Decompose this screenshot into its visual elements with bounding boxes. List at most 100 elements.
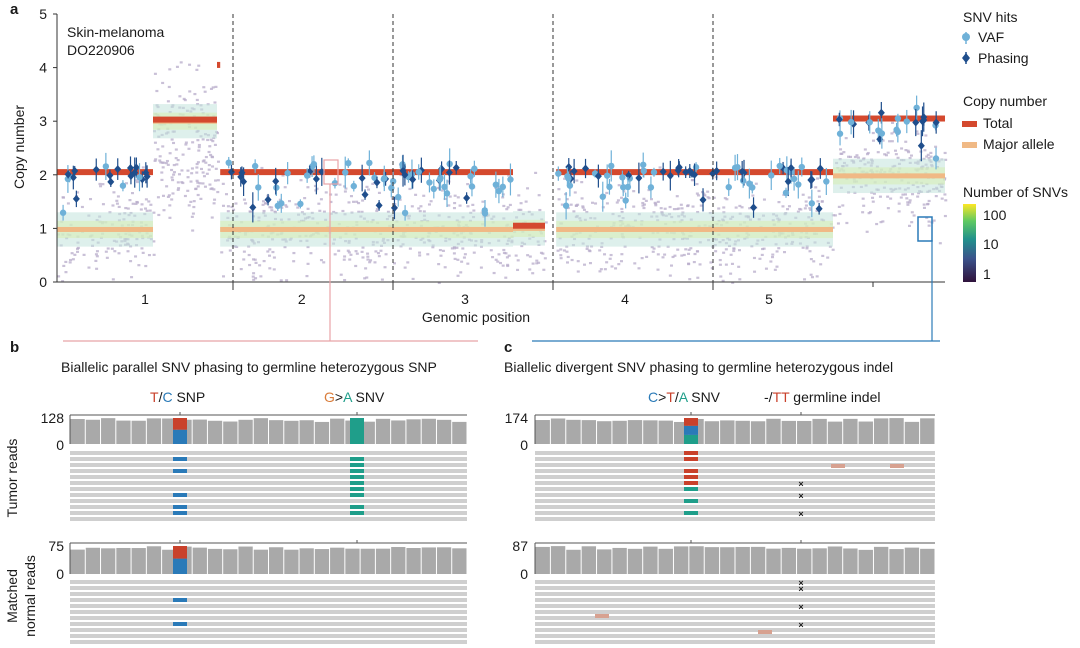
scatter-point — [884, 154, 888, 157]
scatter-point — [534, 171, 538, 175]
coverage-allele — [173, 558, 187, 574]
coverage-bar — [535, 546, 550, 574]
scatter-point — [365, 185, 369, 188]
vaf-marker — [471, 165, 478, 172]
scatter-point — [893, 149, 897, 152]
scatter-point — [137, 264, 141, 267]
scatter-point — [207, 163, 211, 167]
read-base — [173, 493, 187, 497]
read-line — [535, 616, 935, 620]
legend-phasing-label: Phasing — [978, 50, 1029, 66]
scatter-point — [943, 151, 947, 155]
major-allele-segment — [220, 226, 513, 232]
scatter-point — [204, 155, 208, 159]
read-base — [350, 463, 364, 467]
scatter-point — [912, 214, 916, 217]
coverage-bar — [146, 418, 162, 444]
scatter-point — [216, 160, 220, 163]
coverage-bar — [920, 548, 935, 574]
vaf-marker — [136, 173, 143, 181]
phasing-marker — [666, 171, 674, 180]
scatter-point — [377, 191, 381, 194]
scatter-point — [101, 183, 105, 186]
scatter-point — [724, 248, 728, 251]
scatter-point — [205, 172, 209, 175]
scatter-point — [197, 149, 201, 152]
phasing-marker — [64, 170, 72, 179]
read-base — [684, 451, 698, 455]
scatter-point — [590, 201, 594, 204]
scatter-point — [212, 202, 216, 205]
read-line — [535, 640, 935, 644]
read-line — [70, 469, 467, 473]
scatter-point — [690, 178, 694, 182]
scatter-point — [809, 208, 813, 211]
scatter-point — [661, 256, 665, 259]
scatter-point — [206, 138, 210, 142]
scatter-point — [573, 191, 577, 194]
read-base — [173, 622, 187, 626]
scatter-point — [156, 148, 160, 151]
scatter-point — [943, 193, 947, 196]
scatter-point — [900, 147, 904, 150]
scatter-point — [504, 276, 508, 279]
scatter-point — [148, 209, 152, 212]
scatter-point — [849, 155, 853, 159]
coverage-allele — [173, 429, 187, 444]
scatter-point — [347, 251, 351, 254]
scatter-point — [386, 210, 390, 213]
scatter-point — [819, 263, 823, 266]
scatter-point — [881, 139, 885, 142]
scatter-point — [450, 247, 454, 250]
coverage-bar — [207, 548, 223, 574]
scatter-point — [556, 249, 560, 252]
scatter-point — [210, 216, 214, 219]
scatter-point — [899, 196, 903, 199]
scatter-point — [128, 199, 132, 202]
scatter-point — [839, 152, 843, 155]
scatter-point — [754, 182, 758, 185]
vaf-marker — [894, 115, 902, 122]
legend-vaf-marker — [962, 33, 970, 41]
scatter-point — [748, 207, 752, 210]
scatter-point — [677, 207, 681, 210]
scatter-point — [354, 250, 358, 253]
scatter-point — [871, 139, 875, 142]
scatter-point — [724, 263, 728, 266]
scatter-point — [816, 177, 820, 180]
scatter-point — [439, 254, 443, 257]
scatter-point — [838, 212, 842, 216]
scatter-point — [147, 200, 151, 203]
scatter-point — [908, 199, 912, 202]
scatter-point — [398, 198, 402, 201]
coverage-bar — [192, 547, 207, 574]
sample-name: Skin-melanoma — [67, 24, 164, 40]
read-line — [535, 463, 935, 467]
scatter-point — [594, 202, 598, 205]
scatter-point — [496, 260, 500, 263]
scatter-point — [214, 85, 218, 88]
read-line — [70, 511, 467, 515]
scatter-point — [176, 188, 180, 191]
scatter-point — [364, 267, 368, 270]
scatter-point — [815, 275, 819, 278]
vaf-marker — [647, 184, 655, 191]
chromosome-boundaries — [232, 14, 714, 290]
scatter-point — [207, 168, 211, 171]
scatter-point — [271, 250, 275, 254]
scatter-point — [585, 247, 589, 250]
vaf-marker — [495, 187, 503, 195]
scatter-point — [226, 210, 230, 213]
scatter-point — [453, 194, 457, 197]
coverage-bar — [238, 419, 253, 444]
scatter-point — [752, 256, 756, 260]
scatter-point — [125, 182, 129, 185]
scatter-point — [168, 216, 172, 219]
scatter-point — [932, 219, 936, 222]
scatter-point — [305, 274, 309, 278]
scatter-point — [157, 213, 161, 217]
scatter-point — [886, 207, 890, 210]
scatter-point — [458, 204, 462, 207]
chromosome-label: 2 — [298, 291, 306, 307]
coverage-bar — [750, 546, 766, 574]
